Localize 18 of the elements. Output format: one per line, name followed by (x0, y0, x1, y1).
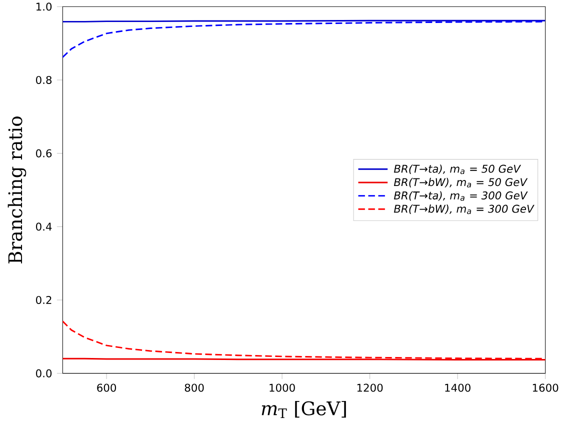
x-axis-title: m$_{T}$ [GeV] (262, 401, 346, 418)
x-tick-label: 600 (97, 384, 116, 392)
legend-label: BR(T→ta), m$_{a}$ = 50 GeV (394, 164, 522, 174)
y-tick-label: 0.0 (36, 369, 52, 378)
y-tick-label: 0.4 (36, 222, 52, 231)
legend-label: BR(T→bW), m$_{a}$ = 300 GeV (394, 204, 534, 214)
legend-label: BR(T→bW), m$_{a}$ = 50 GeV (394, 178, 528, 188)
x-tick-label: 1400 (445, 384, 470, 392)
y-tick-label: 0.2 (36, 296, 52, 304)
y-tick-label: 0.6 (36, 149, 52, 158)
y-tick-label: 0.8 (36, 76, 52, 84)
x-tick-label: 800 (184, 384, 204, 392)
legend-label: BR(T→ta), m$_{a}$ = 300 GeV (394, 191, 528, 201)
x-tick-label: 1600 (532, 384, 558, 392)
x-tick-label: 1000 (270, 384, 295, 392)
x-tick-label: 1200 (357, 384, 383, 392)
y-tick-label: 1.0 (36, 2, 52, 11)
y-axis-title: Branching ratio (8, 116, 26, 264)
